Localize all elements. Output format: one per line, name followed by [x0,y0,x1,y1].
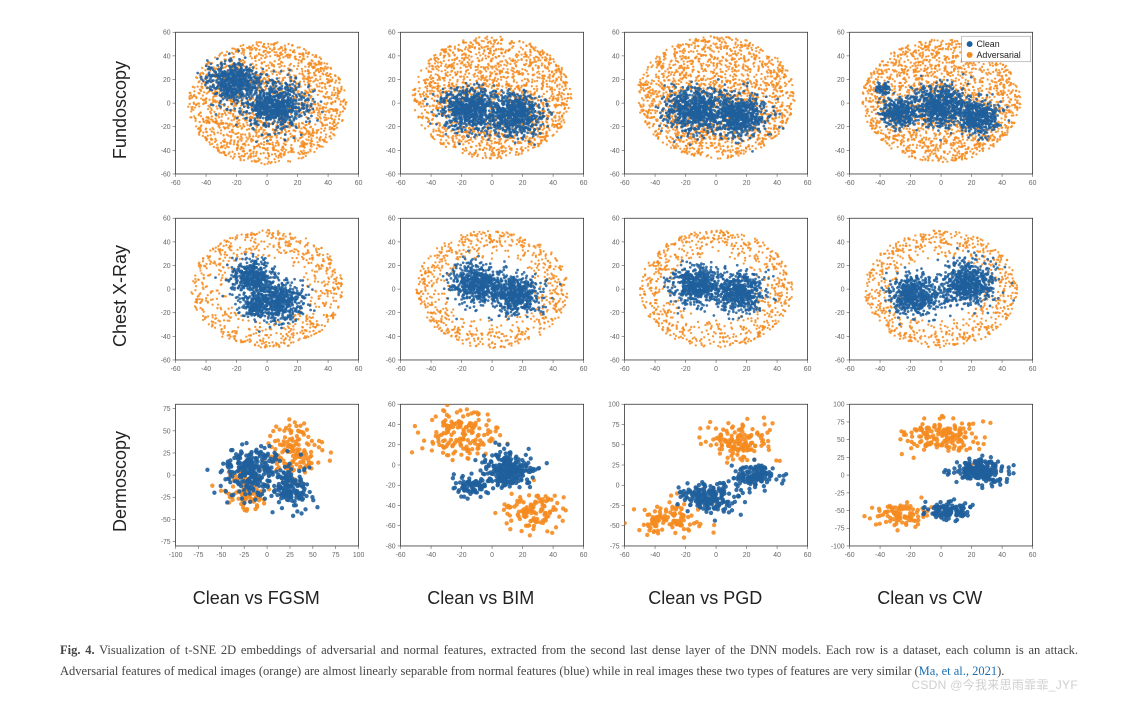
watermark: CSDN @今我来思雨霏霏_JYF [911,676,1078,693]
svg-text:-40: -40 [426,180,436,187]
panel-chestxray-bim: -60-40-200204060-60-40-200204060 [373,206,590,386]
svg-text:-20: -20 [232,180,242,187]
svg-text:60: 60 [163,30,171,37]
panel-fundoscopy-cw: -60-40-200204060-60-40-200204060CleanAdv… [822,20,1039,200]
figure-container: Fundoscopy-60-40-200204060-60-40-2002040… [60,20,1078,683]
row-label-chestxray: Chest X-Ray [110,245,131,347]
col-label-pgd: Clean vs PGD [648,588,762,609]
svg-text:20: 20 [294,180,302,187]
svg-text:20: 20 [163,77,171,84]
svg-text:-20: -20 [385,124,395,131]
panel-dermoscopy-cw: -60-40-200204060-100-75-50-250255075100 [822,392,1039,572]
panel-chestxray-cw: -60-40-200204060-60-40-200204060 [822,206,1039,386]
svg-text:40: 40 [163,53,171,60]
row-label-dermoscopy: Dermoscopy [110,431,131,532]
panel-fundoscopy-fgsm: -60 -40 -20 0 20 40 60 -60 -40 -20 0 20 40 60 [148,20,365,200]
svg-text:60: 60 [579,180,587,187]
col-label-bim: Clean vs BIM [427,588,534,609]
panel-fundoscopy-pgd: -60-40-200204060-60-40-200204060 [597,20,814,200]
svg-text:-20: -20 [161,124,171,131]
svg-text:40: 40 [387,53,395,60]
svg-text:40: 40 [549,180,557,187]
svg-text:20: 20 [518,180,526,187]
panel-fundoscopy-bim: -60 -40 -20 0 20 40 60 -60 -40 -20 0 20 40 60 [373,20,590,200]
svg-text:-60: -60 [395,180,405,187]
svg-text:0: 0 [265,180,269,187]
svg-text:-60: -60 [385,171,395,178]
svg-text:20: 20 [387,77,395,84]
panel-chestxray-fgsm: -60-40-200204060-60-40-200204060 [148,206,365,386]
legend: CleanAdversarial [961,36,1030,62]
svg-text:-40: -40 [161,148,171,155]
row-label-fundoscopy: Fundoscopy [110,61,131,159]
col-label-cw: Clean vs CW [877,588,982,609]
svg-text:-40: -40 [385,148,395,155]
svg-text:40: 40 [324,180,332,187]
svg-text:-20: -20 [456,180,466,187]
svg-text:60: 60 [387,30,395,37]
caption-label: Fig. 4. [60,643,95,657]
scatter-grid: Fundoscopy-60-40-200204060-60-40-2002040… [100,20,1038,618]
svg-text:-60: -60 [161,171,171,178]
panel-dermoscopy-bim: -60-40-200204060-80-60-40-200204060 [373,392,590,572]
svg-text:0: 0 [391,101,395,108]
panel-dermoscopy-fgsm: -100-75-50-250255075100-75-50-250255075 [148,392,365,572]
col-label-fgsm: Clean vs FGSM [193,588,320,609]
svg-text:0: 0 [167,101,171,108]
svg-text:-40: -40 [201,180,211,187]
svg-text:-60: -60 [171,180,181,187]
panel-dermoscopy-pgd: -60-40-200204060-75-50-250255075100 [597,392,814,572]
panel-chestxray-pgd: -60-40-200204060-60-40-200204060 [597,206,814,386]
svg-text:60: 60 [355,180,363,187]
svg-text:0: 0 [490,180,494,187]
